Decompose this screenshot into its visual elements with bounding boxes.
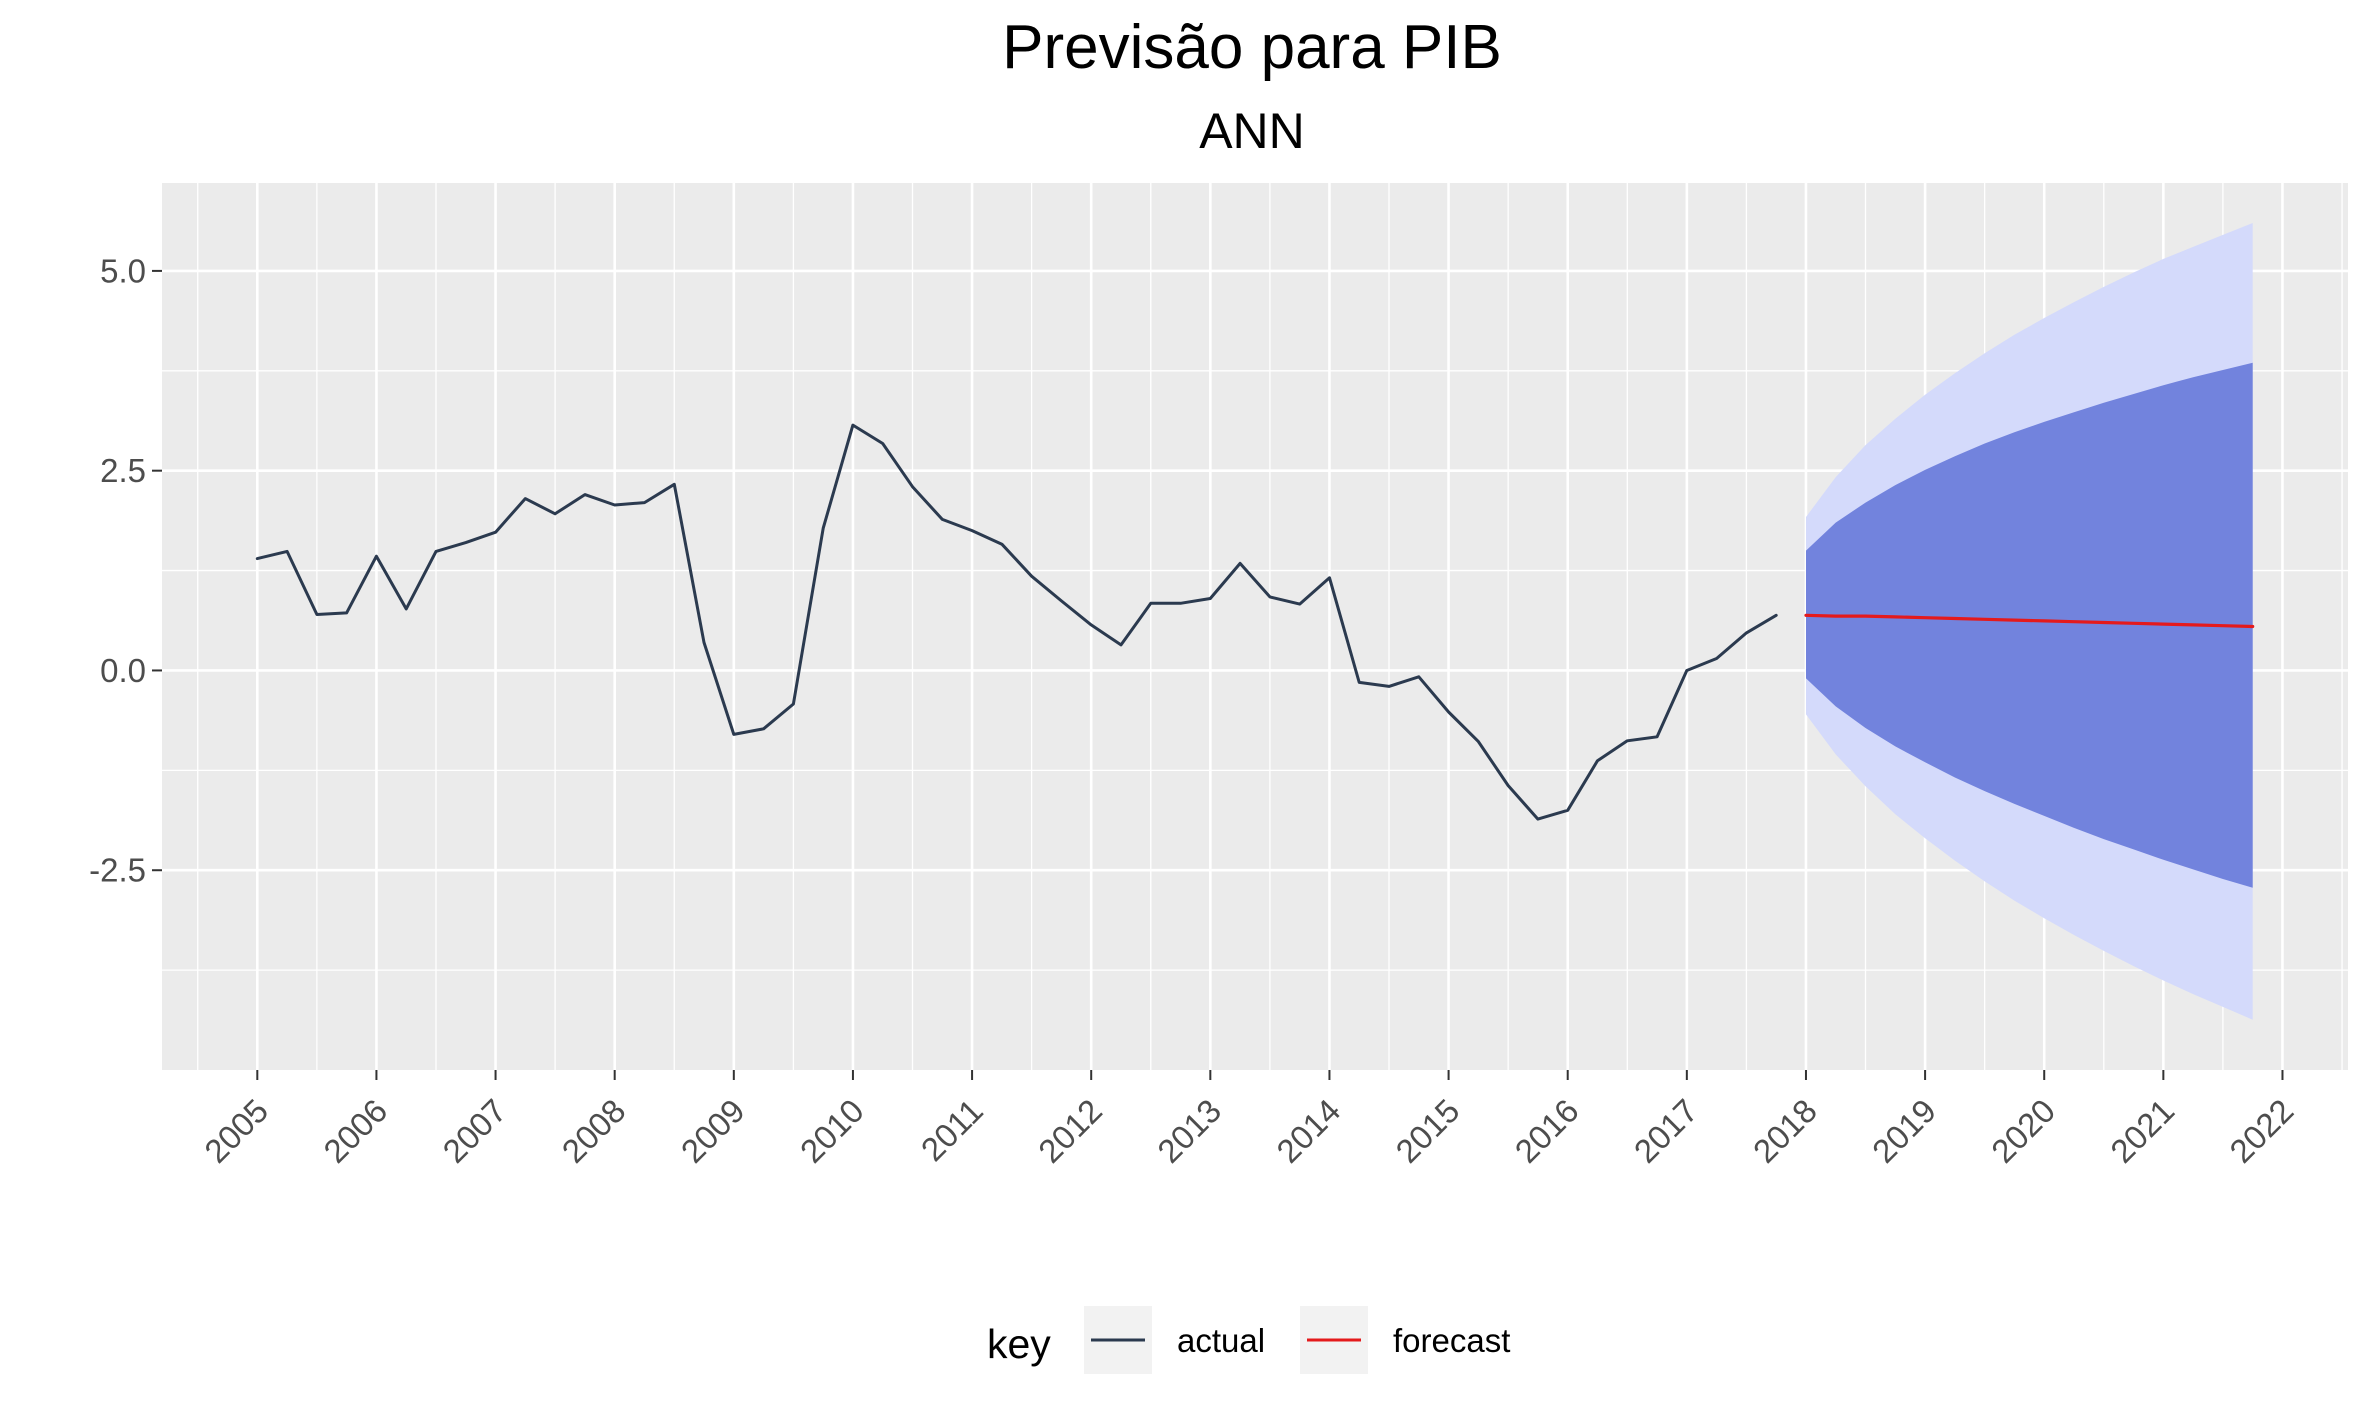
series-line-actual — [255, 423, 1778, 821]
legend-label-actual: actual — [1177, 1322, 1265, 1359]
x-tick-label: 2022 — [2222, 1092, 2300, 1170]
legend-item-forecast: forecast — [1300, 1306, 1510, 1374]
y-tick-label: -2.5 — [89, 852, 146, 889]
y-axis: 5.0 2.5 0.0 -2.5 — [89, 252, 162, 889]
x-tick-label: 2010 — [793, 1092, 871, 1170]
x-axis: 2005 2006 2007 2008 2009 2010 2011 2012 2013 2014… — [197, 1070, 2300, 1170]
legend-item-actual: actual — [1084, 1306, 1265, 1374]
chart-subtitle: ANN — [1199, 103, 1305, 159]
x-tick-label: 2006 — [316, 1092, 394, 1170]
x-tick-label: 2009 — [674, 1092, 752, 1170]
x-tick-label: 2018 — [1746, 1092, 1824, 1170]
x-tick-label: 2020 — [1984, 1092, 2062, 1170]
x-tick-label: 2011 — [914, 1092, 990, 1168]
x-tick-label: 2019 — [1865, 1092, 1943, 1170]
x-tick-label: 2012 — [1031, 1092, 1109, 1170]
x-tick-label: 2005 — [197, 1092, 275, 1170]
x-tick-label: 2016 — [1508, 1092, 1586, 1170]
legend: key actual forecast — [987, 1306, 1510, 1374]
x-tick-label: 2007 — [435, 1092, 513, 1170]
x-tick-label: 2015 — [1388, 1092, 1466, 1170]
series-lines — [255, 423, 2255, 821]
x-tick-label: 2008 — [555, 1092, 633, 1170]
series-line-forecast — [1804, 613, 2255, 629]
band-80-area — [1806, 362, 2253, 888]
legend-label-forecast: forecast — [1393, 1322, 1510, 1359]
x-tick-label: 2017 — [1627, 1092, 1705, 1170]
x-tick-label: 2013 — [1150, 1092, 1228, 1170]
y-tick-label: 5.0 — [100, 252, 146, 289]
y-tick-label: 0.0 — [100, 652, 146, 689]
x-tick-label: 2021 — [2103, 1092, 2181, 1170]
chart-title: Previsão para PIB — [1002, 13, 1502, 82]
y-tick-label: 2.5 — [100, 452, 146, 489]
forecast-band-80 — [1806, 362, 2253, 888]
x-tick-label: 2014 — [1269, 1092, 1347, 1170]
legend-title: key — [987, 1321, 1051, 1367]
